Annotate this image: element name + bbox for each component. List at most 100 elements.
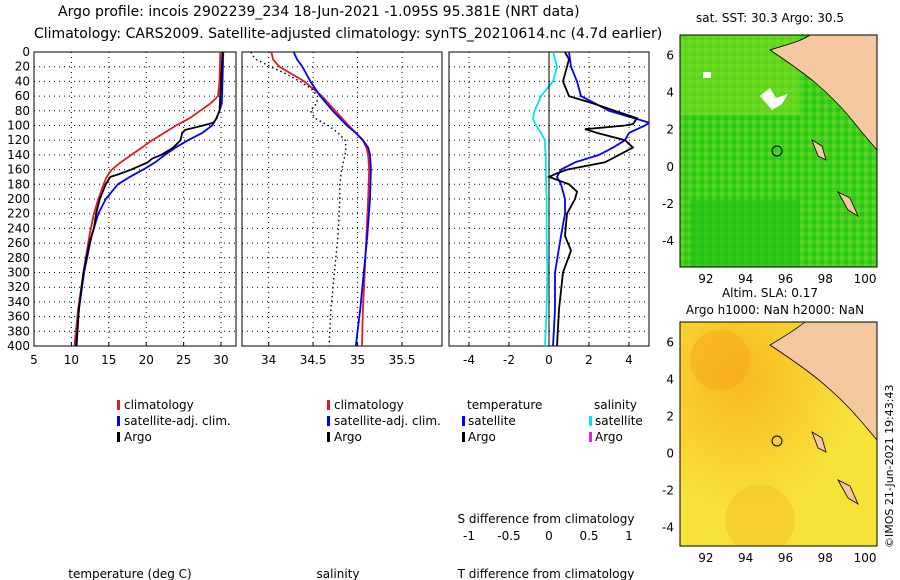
legend-swatch-climatology <box>117 400 120 410</box>
argo-location-marker <box>771 435 783 447</box>
map-x-tick-label: 100 <box>854 272 877 286</box>
top-tick-label: 0.5 <box>579 529 598 543</box>
sla-map <box>680 322 877 546</box>
salinity-legend: climatology satellite-adj. clim. Argo <box>327 398 441 444</box>
map-x-tick-label: 96 <box>778 272 793 286</box>
series-line-satellite-adj-clim- <box>292 52 372 346</box>
sst-map-title: sat. SST: 30.3 Argo: 30.5 <box>696 11 844 25</box>
series-line-temperature-satellite <box>552 52 649 346</box>
sla-title-line2: Argo h1000: NaN h2000: NaN <box>686 303 864 317</box>
legend-swatch-argo <box>327 432 330 442</box>
y-tick-label: 220 <box>7 207 30 221</box>
sla-high <box>690 330 750 390</box>
x-tick-label: 2 <box>585 353 593 367</box>
map-y-tick-label: -2 <box>662 483 674 497</box>
legend-swatch-satellite <box>117 416 120 426</box>
island <box>837 191 859 217</box>
y-tick-label: 80 <box>15 104 30 118</box>
y-tick-label: 380 <box>7 324 30 338</box>
series-line-temperature-argo <box>546 52 639 346</box>
map-x-tick-label: 94 <box>738 551 753 565</box>
map-x-tick-label: 98 <box>818 551 833 565</box>
legend-swatch-satellite <box>327 416 330 426</box>
x-tick-label: 25 <box>176 353 191 367</box>
legend-label-t-argo: Argo <box>468 430 496 444</box>
map-y-tick-label: -4 <box>662 234 674 248</box>
legend-swatch-s-argo <box>589 432 592 442</box>
x-tick-label: 20 <box>139 353 154 367</box>
x-tick-label: 34.5 <box>300 353 327 367</box>
map-x-tick-label: 98 <box>818 272 833 286</box>
sst-map-frame <box>679 34 878 268</box>
map-x-tick-label: 92 <box>698 551 713 565</box>
temperature-legend: climatology satellite-adj. clim. Argo <box>117 398 231 444</box>
legend-label-satellite: satellite-adj. clim. <box>124 414 231 428</box>
legend-swatch-s-satellite <box>589 416 592 426</box>
map-y-tick-label: 4 <box>666 372 674 386</box>
legend-label-satellite: satellite-adj. clim. <box>334 414 441 428</box>
legend-title-salinity: salinity <box>594 398 637 412</box>
map-y-tick-label: 2 <box>666 123 674 137</box>
legend-label-argo: Argo <box>334 430 362 444</box>
top-tick-label: -0.5 <box>497 529 520 543</box>
legend-swatch-t-satellite <box>462 416 465 426</box>
y-tick-label: 160 <box>7 163 30 177</box>
x-tick-label: 35.5 <box>389 353 416 367</box>
sla-title-line1: Altim. SLA: 0.17 <box>722 286 818 300</box>
legend-label-climatology: climatology <box>334 398 404 412</box>
sst-cool-patch <box>690 200 800 267</box>
x-tick-label: 5 <box>30 353 38 367</box>
difference-xlabel: T difference from climatology <box>457 567 635 580</box>
x-tick-label: 30 <box>213 353 228 367</box>
legend-label-t-satellite: satellite <box>468 414 516 428</box>
argo-location-marker <box>771 145 783 157</box>
y-tick-label: 120 <box>7 133 30 147</box>
x-tick-label: 10 <box>64 353 79 367</box>
map-y-tick-label: 6 <box>666 335 674 349</box>
cloud-gap <box>703 72 711 78</box>
y-tick-label: 100 <box>7 119 30 133</box>
map-y-tick-label: 2 <box>666 409 674 423</box>
series-line-climatology <box>73 52 222 346</box>
map-x-tick-label: 92 <box>698 272 713 286</box>
sumatra-land <box>769 322 877 441</box>
map-y-tick-label: 0 <box>666 446 674 460</box>
difference-top-xlabel: S difference from climatology <box>458 512 635 526</box>
y-tick-label: 180 <box>7 177 30 191</box>
y-tick-label: 400 <box>7 339 30 353</box>
map-y-tick-label: 4 <box>666 86 674 100</box>
top-tick-label: 0 <box>545 529 553 543</box>
y-tick-label: 280 <box>7 251 30 265</box>
x-tick-label: 0 <box>545 353 553 367</box>
y-tick-label: 240 <box>7 221 30 235</box>
y-tick-label: 260 <box>7 236 30 250</box>
y-tick-label: 300 <box>7 266 30 280</box>
difference-legend: temperature satellite Argo salinity sate… <box>462 398 643 444</box>
island <box>811 431 827 453</box>
top-tick-label: 1 <box>625 529 633 543</box>
y-tick-label: 40 <box>15 74 30 88</box>
legend-label-climatology: climatology <box>124 398 194 412</box>
legend-label-s-satellite: satellite <box>595 414 643 428</box>
map-x-tick-label: 94 <box>738 272 753 286</box>
series-line-salinity-satellite <box>532 52 558 346</box>
sla-high <box>725 485 795 546</box>
page-title-line2: Climatology: CARS2009. Satellite-adjuste… <box>34 26 663 42</box>
y-tick-label: 340 <box>7 295 30 309</box>
map-y-tick-label: 6 <box>666 48 674 62</box>
x-tick-label: 35 <box>350 353 365 367</box>
y-tick-label: 20 <box>15 60 30 74</box>
legend-title-temperature: temperature <box>467 398 542 412</box>
legend-label-s-argo: Argo <box>595 430 623 444</box>
timestamp-stamp: ©IMOS 21-Jun-2021 19:43:43 <box>883 384 896 548</box>
y-tick-label: 360 <box>7 310 30 324</box>
page-title-line1: Argo profile: incois 2902239_234 18-Jun-… <box>58 4 580 20</box>
top-tick-label: -1 <box>463 529 475 543</box>
legend-label-argo: Argo <box>124 430 152 444</box>
island <box>811 139 827 161</box>
y-tick-label: 200 <box>7 192 30 206</box>
map-x-tick-label: 100 <box>854 551 877 565</box>
legend-swatch-climatology <box>327 400 330 410</box>
map-y-tick-label: 0 <box>666 160 674 174</box>
